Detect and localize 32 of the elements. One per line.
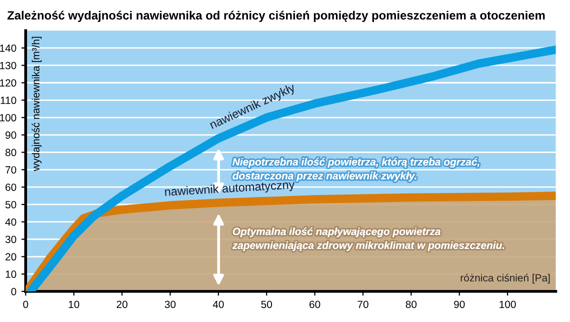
annotation: Optymalna ilość napływającego powietrza zapewnieniająca zdrowy mikroklimat w pomieszczeniu. bbox=[232, 227, 504, 252]
y-tick-label: 70 bbox=[6, 166, 16, 174]
y-tick-label: 80 bbox=[5, 148, 16, 156]
y-tick-label: 110 bbox=[0, 96, 16, 104]
series-label: nawiewnik automatyczny bbox=[164, 180, 296, 198]
y-tick-label: 20 bbox=[6, 253, 16, 261]
y-tick-label: 120 bbox=[0, 79, 16, 87]
x-tick-label: 40 bbox=[212, 300, 224, 308]
x-tick-label: 60 bbox=[310, 300, 320, 308]
y-tick-label: 40 bbox=[5, 218, 16, 226]
y-tick-label: 90 bbox=[6, 131, 16, 139]
y-tick-label: 30 bbox=[5, 236, 16, 244]
x-tick-label: 20 bbox=[116, 300, 128, 308]
x-tick-label: 0 bbox=[23, 300, 28, 308]
y-tick-label: 130 bbox=[0, 62, 16, 70]
y-tick-label: 100 bbox=[0, 114, 16, 122]
chart-title: Zależność wydajności nawiewnika od różnicy ciśnień pomiędzy pomieszczeniem a otoczeniem bbox=[7, 10, 545, 22]
x-tick-label: 90 bbox=[454, 300, 465, 308]
y-tick-label: 140 bbox=[0, 44, 16, 52]
y-axis-title: wydajność nawiewnika [m³/h] bbox=[32, 36, 42, 172]
x-tick-label: 30 bbox=[164, 300, 176, 308]
y-tick-label: 0 bbox=[11, 288, 16, 296]
annotation: Niepotrzebna ilość powietrza, którą trzeba ogrzać, dostarczona przez nawiewnik zwykły. bbox=[232, 158, 480, 182]
x-axis-title: różnica ciśnień [Pa] bbox=[460, 274, 550, 284]
y-tick-label: 10 bbox=[6, 270, 16, 278]
x-tick-label: 70 bbox=[358, 300, 368, 308]
x-tick-label: 50 bbox=[261, 300, 272, 308]
x-tick-label: 100 bbox=[500, 300, 516, 308]
x-tick-label: 80 bbox=[406, 300, 417, 308]
x-tick-label: 10 bbox=[68, 300, 80, 308]
y-tick-label: 50 bbox=[5, 200, 16, 208]
y-tick-label: 60 bbox=[6, 184, 16, 191]
